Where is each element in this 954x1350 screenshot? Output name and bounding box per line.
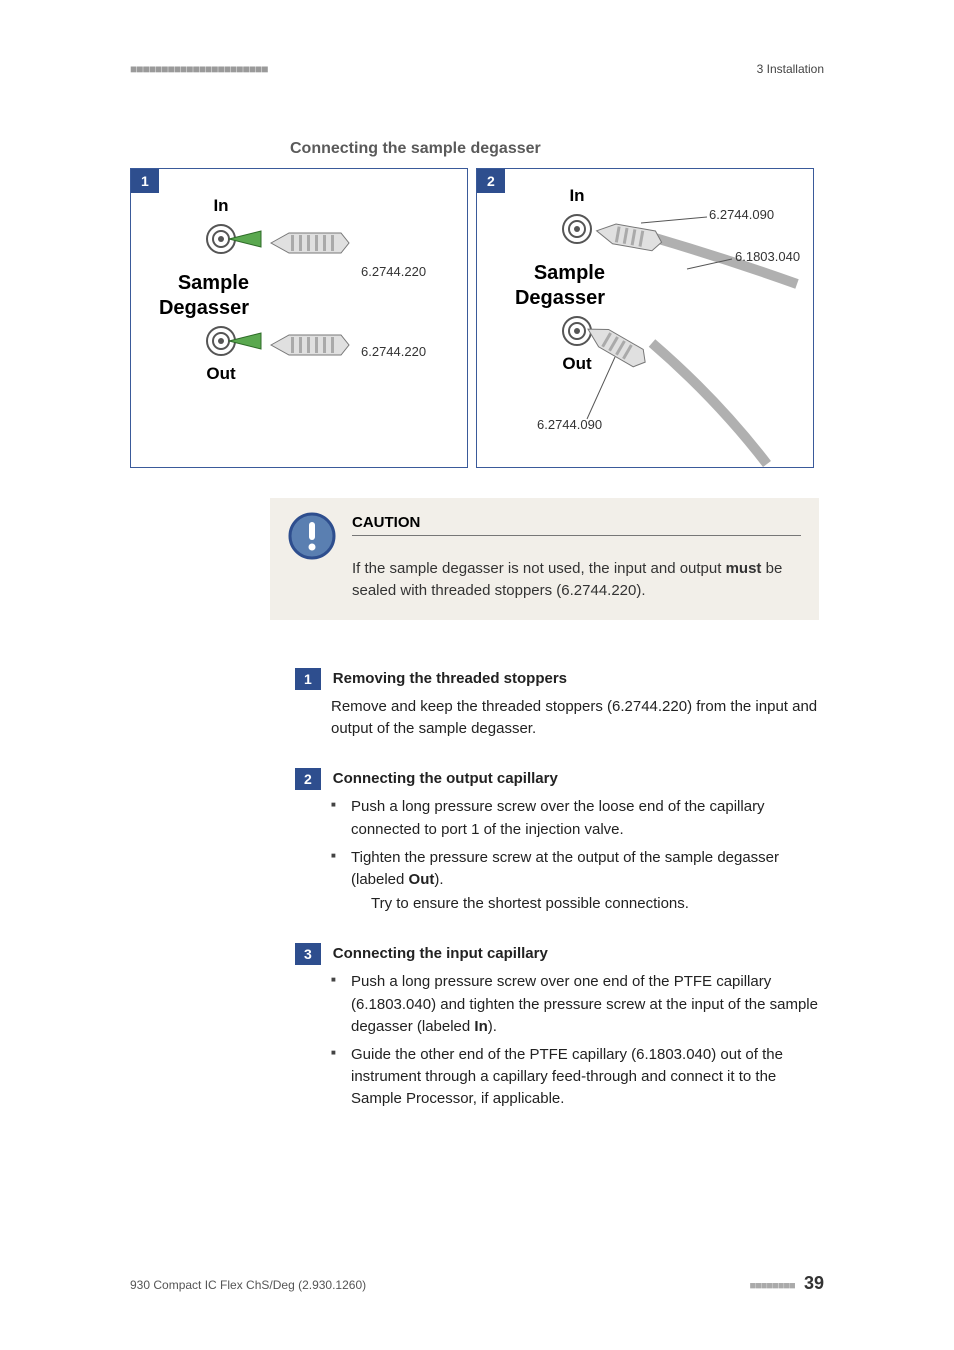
panel1-part-b: 6.2744.220 — [361, 344, 426, 359]
panel1-degasser: Degasser — [159, 297, 249, 319]
step-3-title: Connecting the input capillary — [333, 943, 548, 962]
step-3-bullet-2: Guide the other end of the PTFE capillar… — [331, 1044, 824, 1111]
step-3-body: Push a long pressure screw over one end … — [331, 971, 824, 1110]
step-3-number: 3 — [295, 943, 321, 965]
section-title: Connecting the sample degasser — [290, 140, 541, 158]
panel2-degasser: Degasser — [515, 287, 605, 309]
panel2-out: Out — [562, 354, 592, 373]
panel2-in: In — [569, 186, 584, 205]
caution-block: CAUTION If the sample degasser is not us… — [270, 498, 819, 620]
panel2-part-b: 6.1803.040 — [735, 249, 800, 264]
panel2-sample: Sample — [534, 262, 605, 284]
diagram-row: 1 In Sample Degasser Out — [130, 168, 814, 468]
step-2-bullet-1: Push a long pressure screw over the loos… — [331, 796, 824, 840]
header-dots: ■■■■■■■■■■■■■■■■■■■■■■ — [130, 62, 267, 76]
step-1-body: Remove and keep the threaded stoppers (6… — [331, 696, 824, 740]
panel-1-svg: In Sample Degasser Out — [131, 169, 469, 469]
page-header: ■■■■■■■■■■■■■■■■■■■■■■ 3 Installation — [130, 62, 824, 76]
step-3: 3 Connecting the input capillary Push a … — [295, 943, 824, 1110]
step-2-number: 2 — [295, 768, 321, 790]
panel1-in: In — [213, 196, 228, 215]
steps-list: 1 Removing the threaded stoppers Remove … — [295, 668, 824, 1138]
caution-icon — [288, 512, 336, 560]
step-2: 2 Connecting the output capillary Push a… — [295, 768, 824, 915]
panel1-out: Out — [206, 364, 236, 383]
caution-title: CAUTION — [352, 514, 801, 536]
panel1-sample: Sample — [178, 272, 249, 294]
panel-2: 2 In Sample Degasser Out — [476, 168, 814, 468]
page-footer: 930 Compact IC Flex ChS/Deg (2.930.1260)… — [130, 1273, 824, 1294]
panel2-part-a: 6.2744.090 — [709, 207, 774, 222]
panel-1: 1 In Sample Degasser Out — [130, 168, 468, 468]
step-1-title: Removing the threaded stoppers — [333, 668, 567, 687]
header-chapter: 3 Installation — [757, 62, 824, 76]
footer-dots: ■■■■■■■■ — [749, 1280, 794, 1292]
step-2-body: Push a long pressure screw over the loos… — [331, 796, 824, 915]
footer-page-number: 39 — [804, 1273, 824, 1293]
step-1-number: 1 — [295, 668, 321, 690]
caution-text: If the sample degasser is not used, the … — [352, 558, 801, 602]
step-3-bullet-1: Push a long pressure screw over one end … — [331, 971, 824, 1038]
footer-doc-id: 930 Compact IC Flex ChS/Deg (2.930.1260) — [130, 1278, 366, 1292]
step-2-bullet-2: Tighten the pressure screw at the output… — [331, 847, 824, 916]
step-1: 1 Removing the threaded stoppers Remove … — [295, 668, 824, 740]
panel1-part-a: 6.2744.220 — [361, 264, 426, 279]
step-2-title: Connecting the output capillary — [333, 768, 558, 787]
panel2-part-c: 6.2744.090 — [537, 417, 602, 432]
